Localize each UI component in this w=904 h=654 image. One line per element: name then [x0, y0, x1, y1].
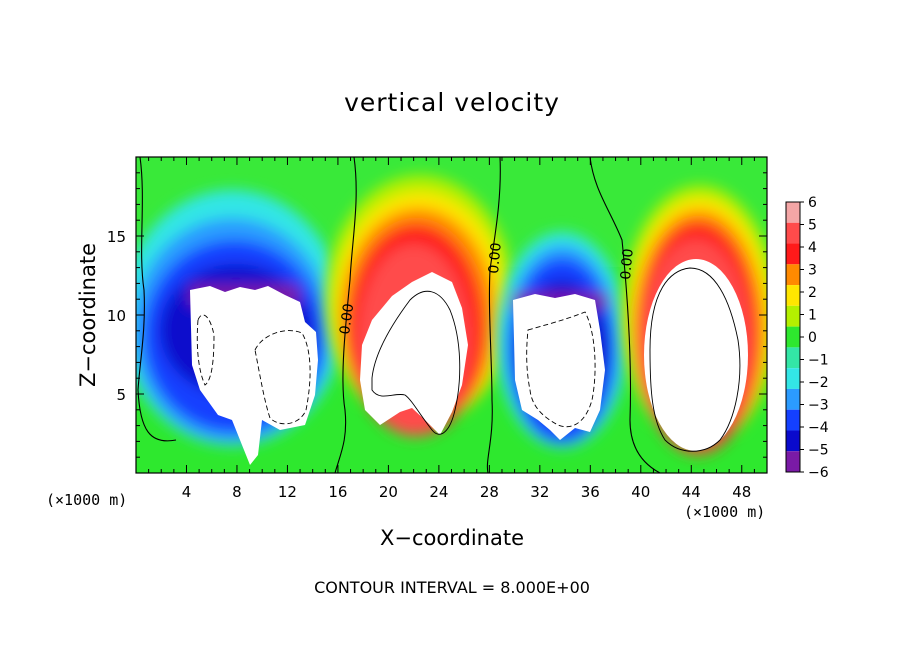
positive-contour-2: [649, 267, 741, 452]
x-tick-label: 48: [732, 483, 751, 501]
colorbar-swatch: [786, 305, 800, 327]
colorbar-swatch: [786, 285, 800, 306]
downdraft-core-1: [190, 286, 318, 465]
x-tick-label: 4: [182, 483, 192, 501]
contour-interval-note: CONTOUR INTERVAL = 8.000E+00: [314, 578, 590, 597]
y-tick-label: 15: [107, 228, 126, 246]
x-unit-left: (×1000 m): [46, 491, 128, 509]
x-tick-label: 44: [682, 483, 701, 501]
heatmap-field: 0.00 0.00 0.00: [136, 157, 767, 473]
x-tick-label: 28: [480, 483, 499, 501]
colorbar-label: 2: [808, 285, 817, 301]
zero-contour-3: [486, 157, 501, 473]
zero-contour-2: [334, 157, 357, 473]
x-unit-right: (×1000 m): [684, 503, 766, 521]
colorbar-label: 0: [808, 330, 817, 346]
negative-contour-1: [196, 314, 215, 386]
colorbar-swatch: [786, 202, 800, 223]
colorbar: 6 5 4 3 2 1 0 −1 −2 −3 −4 −5 −6: [785, 195, 829, 481]
updraft-core-1: [360, 272, 468, 435]
x-tick-label: 12: [278, 483, 297, 501]
x-tick-label: 20: [379, 483, 398, 501]
x-tick-label: 40: [631, 483, 650, 501]
colorbar-swatch: [786, 409, 800, 431]
colorbar-swatch: [786, 222, 800, 244]
colorbar-swatch: [786, 368, 800, 389]
colorbar-swatch: [786, 388, 800, 410]
x-tick-label: 36: [581, 483, 600, 501]
colorbar-label: −2: [808, 375, 829, 391]
colorbar-swatch: [786, 347, 800, 369]
colorbar-label: −1: [808, 353, 829, 369]
downdraft-core-2: [513, 294, 605, 440]
zero-contour-4: [589, 157, 661, 473]
negative-contour-3: [526, 311, 596, 428]
colorbar-label: −4: [808, 420, 829, 436]
negative-contour-2: [254, 330, 311, 425]
x-axis-label: X−coordinate: [380, 526, 524, 550]
y-tick-label: 10: [107, 307, 126, 325]
x-tick-label: 16: [328, 483, 347, 501]
colorbar-label: 6: [808, 195, 817, 211]
colorbar-label: −5: [808, 443, 829, 459]
contour-label-3: 0.00: [618, 248, 637, 280]
colorbar-swatch: [786, 451, 800, 472]
y-tick-label: 5: [116, 386, 126, 404]
colorbar-label: 4: [808, 240, 817, 256]
colorbar-label: 1: [808, 308, 817, 324]
contour-label-2: 0.00: [486, 242, 505, 274]
positive-contour-1: [371, 290, 461, 435]
contour-label-1: 0.00: [337, 302, 357, 335]
x-tick-label: 32: [530, 483, 549, 501]
colorbar-swatch: [786, 430, 800, 452]
updraft-core-2: [644, 259, 748, 451]
colorbar-label: 5: [808, 218, 817, 234]
x-tick-label: 8: [232, 483, 242, 501]
colorbar-swatch: [786, 264, 800, 286]
chart-title: vertical velocity: [344, 88, 560, 117]
x-tick-label: 24: [429, 483, 448, 501]
colorbar-label: −3: [808, 398, 829, 414]
colorbar-swatch: [786, 326, 800, 348]
colorbar-swatch: [786, 243, 800, 265]
colorbar-label: 3: [808, 263, 817, 279]
contour-lines: [137, 157, 741, 473]
zero-contour-1: [137, 157, 177, 442]
colorbar-label: −6: [808, 465, 829, 481]
